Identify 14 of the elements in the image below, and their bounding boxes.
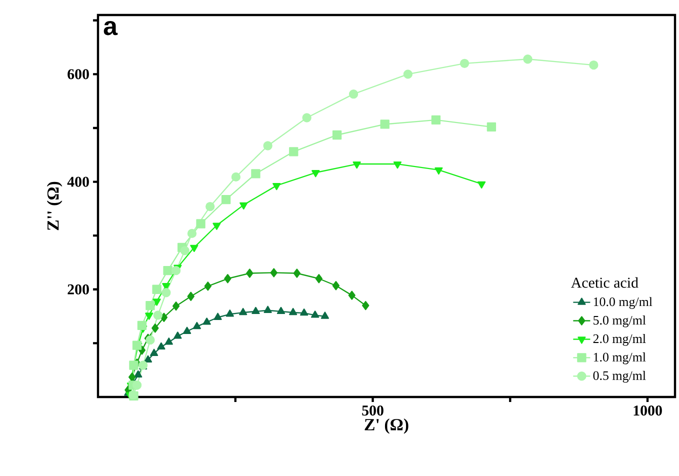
y-tick-label: 400: [67, 176, 89, 187]
legend-label: 1.0 mg/ml: [594, 352, 646, 364]
legend-title: Acetic acid: [571, 277, 638, 288]
annotation: a: [104, 21, 118, 36]
x-tick-label: 500: [362, 406, 384, 416]
legend-label: 5.0 mg/ml: [594, 316, 646, 328]
x-tick-label: 1000: [634, 406, 662, 416]
y-tick-label: 200: [68, 284, 89, 294]
legend-label: 10.0 mg/ml: [594, 297, 652, 309]
legend-label: 0.5 mg/ml: [593, 370, 646, 383]
x-axis-title: Z' (Ω): [364, 418, 408, 434]
legend-label: 2.0 mg/ml: [593, 334, 646, 346]
y-axis-title: Z'' (Ω): [46, 182, 62, 230]
y-tick-label: 600: [68, 69, 89, 80]
